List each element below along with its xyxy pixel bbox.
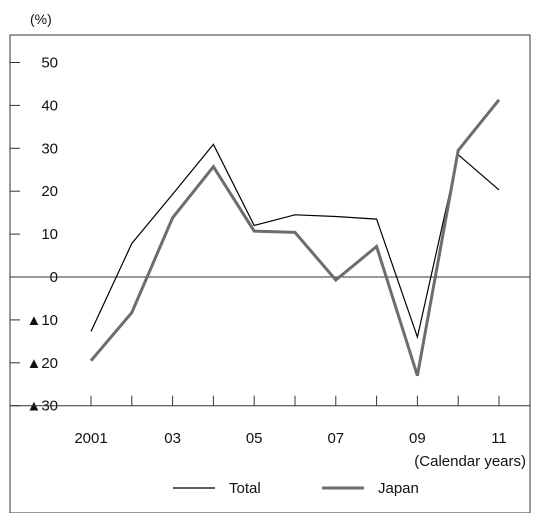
y-tick-label: 50 <box>41 55 58 72</box>
x-axis: 2001 03 05 07 09 11 <box>74 395 507 447</box>
y-tick-label: 40 <box>41 97 58 114</box>
x-tick-label: 07 <box>327 430 344 447</box>
legend: Total Japan <box>173 480 419 497</box>
chart-frame <box>9 34 531 513</box>
legend-label-total: Total <box>229 480 261 497</box>
x-tick-label: 2001 <box>74 430 107 447</box>
y-tick-label: 30 <box>41 140 58 157</box>
x-tick-label: 03 <box>164 430 181 447</box>
x-tick-label: 11 <box>491 430 507 447</box>
y-tick-label: ▲20 <box>26 355 58 372</box>
series-line-japan <box>89 98 501 377</box>
y-tick-label: 20 <box>41 183 58 200</box>
series-line-total <box>90 143 500 340</box>
x-tick-label: 09 <box>409 430 426 447</box>
series-lines <box>89 98 501 377</box>
x-axis-note: (Calendar years) <box>414 453 526 470</box>
x-tick-label: 05 <box>246 430 263 447</box>
y-tick-label: ▲10 <box>26 312 58 329</box>
y-tick-label: 10 <box>41 226 58 243</box>
legend-label-japan: Japan <box>378 480 419 497</box>
y-unit-label: (%) <box>30 11 52 27</box>
